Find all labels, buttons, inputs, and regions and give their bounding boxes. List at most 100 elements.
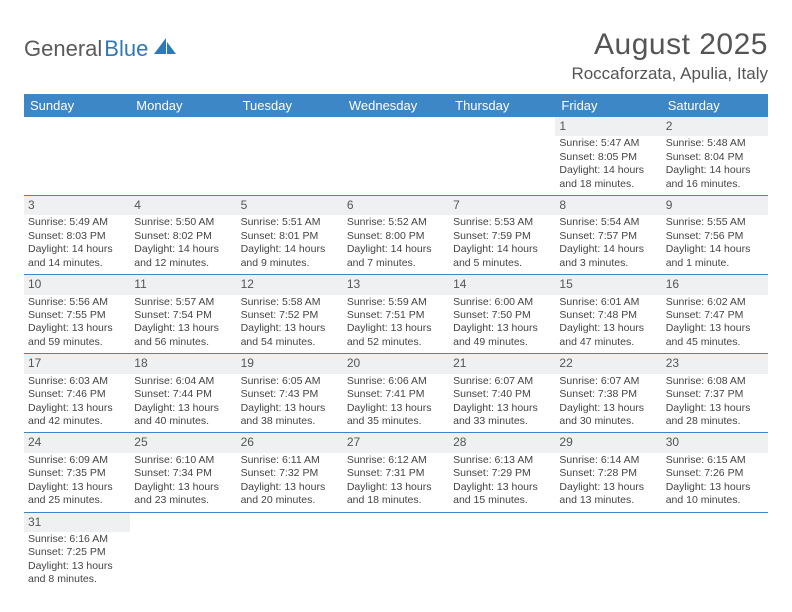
- daylight-text: and 25 minutes.: [28, 494, 126, 507]
- sunset-text: Sunset: 7:34 PM: [134, 467, 232, 480]
- calendar-week-row: 24Sunrise: 6:09 AMSunset: 7:35 PMDayligh…: [24, 433, 768, 512]
- day-number: 24: [28, 435, 126, 450]
- daylight-text: Daylight: 14 hours: [134, 243, 232, 256]
- daylight-text: Daylight: 13 hours: [241, 481, 339, 494]
- day-number: 26: [241, 435, 339, 450]
- day-number: 28: [453, 435, 551, 450]
- sunrise-text: Sunrise: 6:08 AM: [666, 375, 764, 388]
- sunset-text: Sunset: 7:44 PM: [134, 388, 232, 401]
- title-block: August 2025 Roccaforzata, Apulia, Italy: [571, 28, 768, 84]
- daylight-text: and 14 minutes.: [28, 257, 126, 270]
- sunrise-text: Sunrise: 5:51 AM: [241, 216, 339, 229]
- sunset-text: Sunset: 7:41 PM: [347, 388, 445, 401]
- weekday-header-row: SundayMondayTuesdayWednesdayThursdayFrid…: [24, 94, 768, 117]
- day-number: 14: [453, 277, 551, 292]
- weekday-header: Friday: [555, 94, 661, 117]
- calendar-day-cell: [555, 512, 661, 591]
- sunset-text: Sunset: 7:31 PM: [347, 467, 445, 480]
- sunrise-text: Sunrise: 5:49 AM: [28, 216, 126, 229]
- sunrise-text: Sunrise: 6:02 AM: [666, 296, 764, 309]
- weekday-header: Monday: [130, 94, 236, 117]
- daylight-text: Daylight: 14 hours: [559, 164, 657, 177]
- daylight-text: Daylight: 13 hours: [28, 322, 126, 335]
- calendar-day-cell: 29Sunrise: 6:14 AMSunset: 7:28 PMDayligh…: [555, 433, 661, 512]
- page-header: GeneralBlue August 2025 Roccaforzata, Ap…: [24, 28, 768, 84]
- calendar-day-cell: 26Sunrise: 6:11 AMSunset: 7:32 PMDayligh…: [237, 433, 343, 512]
- daylight-text: Daylight: 13 hours: [559, 481, 657, 494]
- sunset-text: Sunset: 7:26 PM: [666, 467, 764, 480]
- daylight-text: and 5 minutes.: [453, 257, 551, 270]
- calendar-day-cell: 18Sunrise: 6:04 AMSunset: 7:44 PMDayligh…: [130, 354, 236, 433]
- sunset-text: Sunset: 8:00 PM: [347, 230, 445, 243]
- sunset-text: Sunset: 7:37 PM: [666, 388, 764, 401]
- calendar-day-cell: 20Sunrise: 6:06 AMSunset: 7:41 PMDayligh…: [343, 354, 449, 433]
- daylight-text: Daylight: 14 hours: [347, 243, 445, 256]
- calendar-day-cell: 27Sunrise: 6:12 AMSunset: 7:31 PMDayligh…: [343, 433, 449, 512]
- sunrise-text: Sunrise: 5:48 AM: [666, 137, 764, 150]
- sunrise-text: Sunrise: 5:47 AM: [559, 137, 657, 150]
- day-number: 4: [134, 198, 232, 213]
- calendar-day-cell: [237, 117, 343, 196]
- sunrise-text: Sunrise: 5:58 AM: [241, 296, 339, 309]
- calendar-day-cell: 31Sunrise: 6:16 AMSunset: 7:25 PMDayligh…: [24, 512, 130, 591]
- daylight-text: Daylight: 14 hours: [28, 243, 126, 256]
- sunrise-text: Sunrise: 6:10 AM: [134, 454, 232, 467]
- sunset-text: Sunset: 7:46 PM: [28, 388, 126, 401]
- daylight-text: Daylight: 14 hours: [453, 243, 551, 256]
- daylight-text: and 49 minutes.: [453, 336, 551, 349]
- daylight-text: and 35 minutes.: [347, 415, 445, 428]
- calendar-day-cell: 12Sunrise: 5:58 AMSunset: 7:52 PMDayligh…: [237, 275, 343, 354]
- day-number: 19: [241, 356, 339, 371]
- daylight-text: and 15 minutes.: [453, 494, 551, 507]
- day-number: 18: [134, 356, 232, 371]
- sunrise-text: Sunrise: 6:03 AM: [28, 375, 126, 388]
- sunrise-text: Sunrise: 5:57 AM: [134, 296, 232, 309]
- sunrise-text: Sunrise: 6:00 AM: [453, 296, 551, 309]
- sunrise-text: Sunrise: 6:11 AM: [241, 454, 339, 467]
- daylight-text: and 3 minutes.: [559, 257, 657, 270]
- daylight-text: and 56 minutes.: [134, 336, 232, 349]
- sunset-text: Sunset: 7:59 PM: [453, 230, 551, 243]
- daylight-text: and 47 minutes.: [559, 336, 657, 349]
- day-number: 3: [28, 198, 126, 213]
- calendar-table: SundayMondayTuesdayWednesdayThursdayFrid…: [24, 94, 768, 591]
- day-number: 21: [453, 356, 551, 371]
- day-number: 17: [28, 356, 126, 371]
- calendar-day-cell: 13Sunrise: 5:59 AMSunset: 7:51 PMDayligh…: [343, 275, 449, 354]
- weekday-header: Wednesday: [343, 94, 449, 117]
- daylight-text: and 18 minutes.: [347, 494, 445, 507]
- day-number: 11: [134, 277, 232, 292]
- daylight-text: Daylight: 13 hours: [134, 322, 232, 335]
- calendar-day-cell: 30Sunrise: 6:15 AMSunset: 7:26 PMDayligh…: [662, 433, 768, 512]
- day-number: 23: [666, 356, 764, 371]
- sunset-text: Sunset: 8:04 PM: [666, 151, 764, 164]
- daylight-text: and 8 minutes.: [28, 573, 126, 586]
- day-number: 13: [347, 277, 445, 292]
- daylight-text: Daylight: 13 hours: [453, 322, 551, 335]
- daylight-text: Daylight: 14 hours: [666, 243, 764, 256]
- daylight-text: and 20 minutes.: [241, 494, 339, 507]
- day-number: 31: [28, 515, 126, 530]
- sunrise-text: Sunrise: 6:05 AM: [241, 375, 339, 388]
- sunset-text: Sunset: 7:38 PM: [559, 388, 657, 401]
- calendar-day-cell: 11Sunrise: 5:57 AMSunset: 7:54 PMDayligh…: [130, 275, 236, 354]
- calendar-day-cell: 3Sunrise: 5:49 AMSunset: 8:03 PMDaylight…: [24, 196, 130, 275]
- daylight-text: and 16 minutes.: [666, 178, 764, 191]
- calendar-day-cell: 24Sunrise: 6:09 AMSunset: 7:35 PMDayligh…: [24, 433, 130, 512]
- daylight-text: and 28 minutes.: [666, 415, 764, 428]
- daylight-text: Daylight: 13 hours: [241, 322, 339, 335]
- day-number: 22: [559, 356, 657, 371]
- calendar-day-cell: 14Sunrise: 6:00 AMSunset: 7:50 PMDayligh…: [449, 275, 555, 354]
- sunset-text: Sunset: 7:55 PM: [28, 309, 126, 322]
- daylight-text: and 7 minutes.: [347, 257, 445, 270]
- calendar-day-cell: [662, 512, 768, 591]
- sunrise-text: Sunrise: 6:16 AM: [28, 533, 126, 546]
- sunset-text: Sunset: 7:51 PM: [347, 309, 445, 322]
- sunset-text: Sunset: 7:48 PM: [559, 309, 657, 322]
- daylight-text: Daylight: 13 hours: [559, 322, 657, 335]
- calendar-day-cell: 8Sunrise: 5:54 AMSunset: 7:57 PMDaylight…: [555, 196, 661, 275]
- calendar-day-cell: 7Sunrise: 5:53 AMSunset: 7:59 PMDaylight…: [449, 196, 555, 275]
- calendar-day-cell: 17Sunrise: 6:03 AMSunset: 7:46 PMDayligh…: [24, 354, 130, 433]
- month-title: August 2025: [571, 28, 768, 62]
- weekday-header: Saturday: [662, 94, 768, 117]
